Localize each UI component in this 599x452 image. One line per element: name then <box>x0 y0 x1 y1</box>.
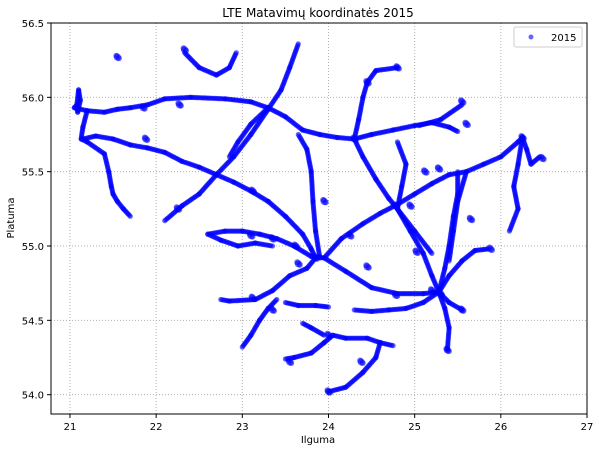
data-point <box>363 78 370 84</box>
data-point <box>180 45 187 52</box>
data-points <box>71 41 547 396</box>
data-point <box>538 153 545 160</box>
data-point <box>226 154 232 160</box>
data-point <box>173 204 180 211</box>
data-point <box>233 50 239 56</box>
chart-title: LTE Matavimų koordinatės 2015 <box>222 6 414 20</box>
data-point <box>218 296 224 303</box>
data-point <box>406 201 413 208</box>
data-point <box>324 330 331 337</box>
y-axis-title: Platuma <box>6 197 17 238</box>
data-point <box>246 231 253 238</box>
data-point <box>434 164 441 171</box>
data-point <box>443 345 450 352</box>
data-point <box>311 253 318 260</box>
data-point <box>141 134 148 141</box>
legend-marker <box>528 34 534 40</box>
y-tick-label: 55.0 <box>22 242 44 253</box>
data-point <box>350 134 357 141</box>
plot-frame <box>50 22 588 415</box>
y-tick-label: 54.5 <box>22 316 44 327</box>
data-point <box>294 259 301 266</box>
data-point <box>320 196 327 203</box>
data-point <box>455 169 461 175</box>
data-point <box>462 119 469 126</box>
x-tick-label: 22 <box>150 422 163 433</box>
data-point <box>239 344 245 350</box>
data-point <box>518 133 525 139</box>
data-point <box>291 241 298 248</box>
data-point <box>391 201 398 208</box>
y-tick-label: 56.0 <box>22 93 44 104</box>
data-point <box>269 243 276 249</box>
data-point <box>486 244 493 251</box>
x-tick-label: 26 <box>494 422 507 433</box>
data-point <box>295 41 301 47</box>
data-point <box>325 304 332 310</box>
data-point <box>285 357 292 364</box>
y-tick-label: 54.0 <box>22 391 44 402</box>
data-point <box>127 213 133 219</box>
data-point <box>268 234 275 241</box>
data-point <box>427 286 434 293</box>
data-point <box>393 63 400 70</box>
y-tick-label: 56.5 <box>22 19 44 30</box>
x-axis-title: Ilguma <box>301 435 335 446</box>
data-point <box>346 231 352 238</box>
data-point <box>506 228 512 234</box>
data-point <box>394 139 400 145</box>
x-tick-label: 27 <box>581 422 594 433</box>
x-tick-label: 21 <box>64 422 77 433</box>
data-point <box>295 131 301 138</box>
x-tick-label: 23 <box>236 422 249 433</box>
data-point <box>429 250 435 256</box>
legend-box <box>513 26 583 48</box>
x-axis: 21 22 23 24 25 26 27 <box>64 414 594 433</box>
data-point <box>113 52 120 59</box>
legend-label: 2015 <box>551 33 576 44</box>
legend: 2015 <box>513 26 583 48</box>
data-point <box>363 262 370 269</box>
data-point <box>248 293 255 300</box>
data-point <box>390 343 396 349</box>
data-point <box>455 128 461 135</box>
data-point <box>391 290 398 297</box>
data-point <box>300 320 306 326</box>
data-point <box>351 307 357 313</box>
data-point <box>324 387 331 394</box>
data-point <box>466 214 473 221</box>
y-axis: 54.0 54.5 55.0 55.5 56.0 56.5 <box>22 19 51 402</box>
x-tick-label: 25 <box>408 422 421 433</box>
data-point <box>175 100 182 107</box>
data-point <box>446 258 452 264</box>
data-point <box>421 167 427 174</box>
data-point <box>248 186 255 193</box>
data-point <box>139 103 146 110</box>
data-point <box>412 247 419 254</box>
data-point <box>458 97 464 104</box>
data-point <box>458 305 464 312</box>
y-tick-label: 55.5 <box>22 168 44 179</box>
data-point <box>268 305 275 312</box>
x-tick-label: 24 <box>322 422 335 433</box>
data-point <box>357 357 364 364</box>
data-point <box>436 289 443 296</box>
